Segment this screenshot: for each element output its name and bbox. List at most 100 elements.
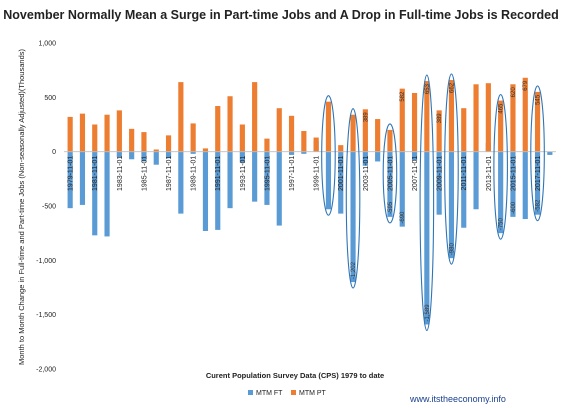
bar-ft [190, 151, 196, 154]
bar-pt [448, 79, 455, 152]
bar-ft [534, 151, 541, 215]
bar-ft [92, 151, 98, 236]
data-label: -595 [388, 201, 394, 214]
bar-pt [92, 124, 98, 152]
bar-pt [227, 96, 233, 152]
y-axis-label: Month to Month Change in Full-time and P… [17, 49, 26, 365]
legend-swatch [248, 390, 253, 395]
data-label: -600 [511, 201, 517, 214]
data-labels: -1,202 389 -595 582 -690 653 -1,589 389 662 -980 4… [351, 80, 542, 321]
bar-pt [485, 83, 491, 152]
x-tick-label: 1981-11-01 [92, 156, 99, 191]
bar-pt [461, 108, 467, 152]
y-tick-label: 500 [44, 95, 56, 102]
bar-ft [510, 151, 516, 217]
x-tick-label: 1997-11-01 [289, 156, 296, 191]
data-label: 679 [523, 80, 529, 91]
bar-pt [313, 137, 319, 152]
x-tick-label: 1983-11-01 [117, 156, 124, 191]
bars [67, 77, 553, 325]
bar-ft [424, 151, 430, 325]
bar-pt [362, 109, 368, 152]
highlight-ellipses [321, 73, 545, 331]
highlight-ellipse [419, 74, 435, 331]
x-tick-label: 2013-11-01 [486, 156, 493, 191]
bar-ft [498, 151, 504, 234]
y-tick-label: 0 [52, 149, 56, 156]
bar-pt [276, 108, 282, 152]
bar-ft [387, 151, 393, 217]
legend-label: MTM PT [299, 390, 327, 397]
x-tick-label: 2003-11-01 [363, 156, 370, 191]
bar-pt [190, 123, 196, 152]
bar-ft [350, 151, 356, 283]
bar-ft [79, 151, 86, 205]
bar-ft [129, 151, 135, 160]
y-tick-label: 1,000 [38, 41, 56, 48]
bar-pt [141, 132, 147, 152]
x-tick-label: 1993-11-01 [240, 156, 247, 191]
x-tick-label: 2009-11-01 [437, 156, 444, 191]
bar-pt [399, 88, 405, 152]
bar-pt [510, 84, 516, 152]
x-tick-label: 2015-11-01 [510, 156, 517, 191]
bar-ft [448, 151, 455, 259]
y-tick-label: -2,000 [36, 367, 56, 374]
x-tick-label: 1991-11-01 [215, 156, 222, 191]
bar-pt [239, 124, 245, 152]
legend: MTM FT MTM PT [248, 390, 327, 397]
highlight-ellipse [493, 94, 508, 240]
legend-swatch [291, 390, 296, 395]
data-label: -1,589 [425, 304, 431, 322]
data-label: -980 [449, 242, 455, 255]
bar-pt [473, 84, 479, 152]
bar-ft [104, 151, 110, 237]
data-label: 662 [449, 82, 455, 93]
bar-pt [338, 145, 344, 152]
bar-pt [424, 81, 430, 152]
x-tick-label: 2005-11-01 [387, 156, 394, 191]
chart-title: November Normally Mean a Surge in Part-t… [3, 8, 558, 22]
y-axis-ticks: 1,000 500 0 -500 -1,000 -1,500 -2,000 [36, 41, 56, 374]
highlight-ellipse [530, 85, 545, 222]
bar-ft [399, 151, 405, 227]
bar-ft [461, 151, 467, 228]
bar-ft [202, 151, 209, 231]
bar-pt [252, 82, 258, 152]
y-tick-label: -1,500 [36, 312, 56, 319]
bar-ft [375, 151, 381, 162]
bar-pt [116, 110, 122, 152]
data-label: 465 [499, 103, 505, 114]
bar-ft [338, 151, 344, 214]
bar-pt [153, 149, 159, 152]
bar-pt [325, 101, 332, 152]
highlight-ellipse [345, 108, 361, 289]
x-axis-label: Curent Population Survey Data (CPS) 1979… [206, 371, 384, 380]
bar-pt [522, 77, 528, 152]
y-tick-label: -500 [42, 204, 56, 211]
highlight-ellipse [321, 95, 336, 216]
bar-ft [325, 151, 332, 210]
data-label: -1,202 [351, 261, 357, 279]
bar-pt [301, 131, 307, 152]
bar-pt [375, 119, 381, 152]
x-tick-label: 1995-11-01 [264, 156, 271, 191]
bar-pt [79, 113, 86, 152]
data-label: 389 [437, 113, 443, 124]
bar-pt [350, 114, 356, 152]
x-axis-ticks: 1979-11-01 1981-11-01 1983-11-01 1985-11-01… [68, 156, 542, 191]
bar-pt [178, 82, 184, 152]
x-tick-label: 1989-11-01 [191, 156, 198, 191]
bar-ft [288, 151, 295, 155]
x-tick-label: 1999-11-01 [314, 156, 321, 191]
bar-pt [411, 92, 418, 152]
bar-ft [276, 151, 282, 226]
bar-ft [227, 151, 233, 209]
x-tick-label: 2017-11-01 [535, 156, 542, 191]
bar-pt [129, 128, 135, 152]
x-tick-label: 2011-11-01 [461, 156, 468, 191]
bar-ft [411, 151, 418, 161]
bar-pt [387, 129, 393, 152]
bar-ft [547, 151, 553, 155]
